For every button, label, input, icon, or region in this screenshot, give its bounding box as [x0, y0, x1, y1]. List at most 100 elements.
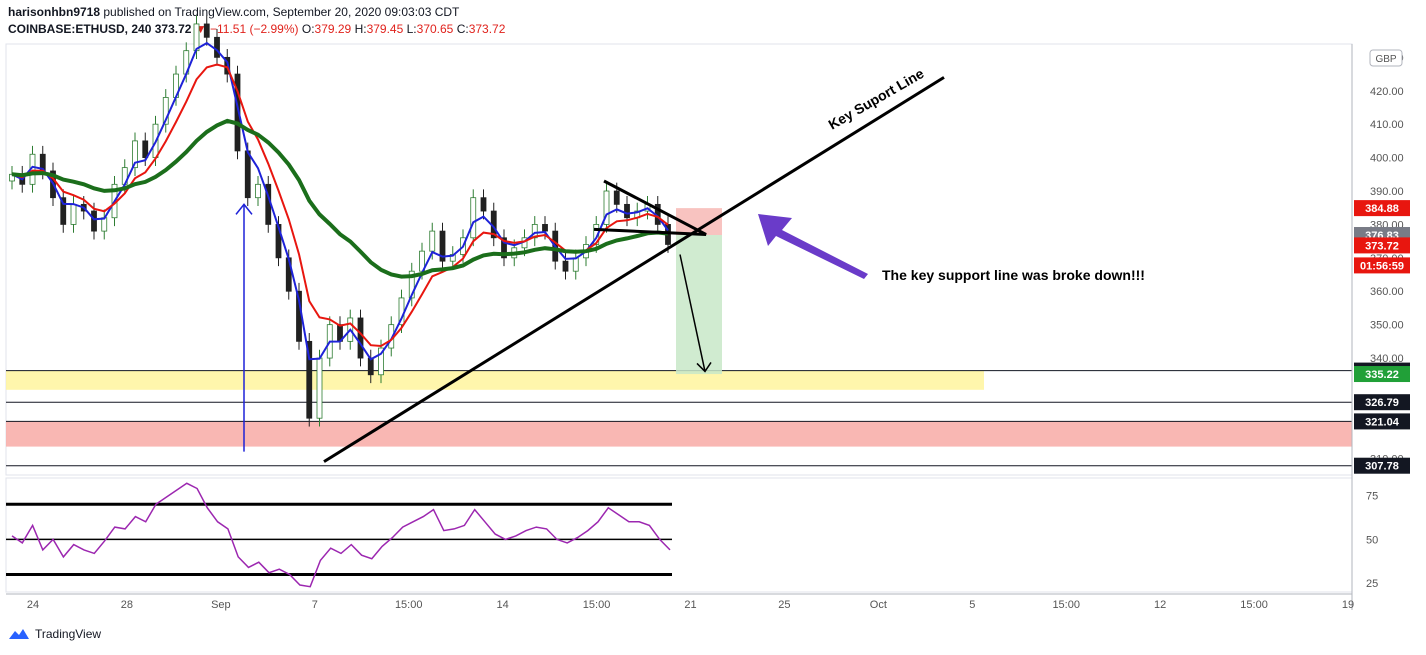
blue-up-arrow-icon: [235, 203, 253, 215]
candle-body: [193, 23, 200, 52]
candle-body: [624, 203, 630, 219]
candle-body: [316, 357, 323, 419]
candle-body: [439, 230, 446, 262]
candle-body: [306, 340, 313, 419]
y-tick-label: 390.00: [1370, 186, 1404, 198]
candle-body: [408, 270, 415, 299]
price-tag-label: 307.78: [1365, 461, 1399, 473]
y-tick-label: 420.00: [1370, 86, 1404, 98]
publish-info: harisonhbn9718 published on TradingView.…: [8, 5, 459, 19]
price-tag: [1354, 257, 1410, 274]
tradingview-logo-icon: [9, 629, 29, 639]
ema-mid-line: [11, 63, 669, 348]
y-tick-label: 360.00: [1370, 286, 1404, 298]
x-tick-label: Oct: [870, 599, 887, 611]
candle-body: [562, 260, 569, 272]
candle-body: [357, 317, 364, 359]
price-tag: [1354, 366, 1410, 383]
x-tick-label: 14: [497, 599, 509, 611]
x-tick-label: 21: [684, 599, 696, 611]
tradingview-brand: TradingView: [35, 627, 102, 641]
candle-body: [603, 190, 610, 225]
x-tick-label: Sep: [211, 599, 231, 611]
rsi-line: [11, 482, 671, 588]
price-change: −11.51 (−2.99%): [210, 22, 299, 36]
candle-body: [132, 140, 138, 169]
close-value: 373.72: [468, 22, 506, 36]
change-arrow-icon: ▼: [194, 22, 207, 36]
price-tag-label: 01:56:59: [1360, 260, 1404, 272]
candle-body: [142, 140, 149, 158]
rsi-tick-label: 75: [1366, 491, 1378, 503]
x-tick-label: 15:00: [583, 599, 611, 611]
candle-body: [501, 237, 507, 259]
candle-body: [162, 97, 169, 125]
y-tick-label: 400.00: [1370, 153, 1404, 165]
y-tick-label: 340.00: [1370, 353, 1404, 365]
x-tick-label: 15:00: [1052, 599, 1080, 611]
x-tick-label: 5: [969, 599, 975, 611]
take-profit-box: [676, 235, 722, 375]
candle-body: [470, 197, 477, 239]
candle-body: [378, 347, 384, 376]
x-tick-label: 25: [778, 599, 790, 611]
candle-body: [70, 203, 77, 225]
x-tick-label: 7: [312, 599, 318, 611]
price-tag-label: 384.88: [1365, 203, 1399, 215]
price-tag-label: 326.79: [1365, 397, 1399, 409]
down-arrow-icon: [696, 362, 712, 373]
price-tag: [1354, 237, 1410, 254]
candle-body: [429, 230, 436, 252]
ema-slow-line: [11, 118, 669, 279]
down-arrow-shaft: [679, 254, 706, 372]
red-demand-zone: [6, 421, 1352, 447]
candle-body: [572, 257, 579, 272]
y-tick-label: 410.00: [1370, 119, 1404, 131]
candle-body: [101, 217, 108, 232]
purple-pointer-arrow-icon: [758, 214, 868, 279]
publisher-name[interactable]: harisonhbn9718: [8, 5, 101, 19]
price-tag-label: 373.72: [1365, 240, 1399, 252]
published-text: published on TradingView.com, September …: [103, 5, 460, 19]
candle-body: [203, 23, 210, 38]
rsi-tick-label: 50: [1366, 534, 1378, 546]
symbol-info: COINBASE:ETHUSD, 240 373.72 ▼ −11.51 (−2…: [8, 22, 506, 36]
open-value: 379.29: [314, 22, 352, 36]
currency-badge-label: GBP: [1375, 54, 1396, 65]
x-tick-label: 24: [27, 599, 39, 611]
candle-body: [367, 357, 374, 376]
price-tag-label: 335.22: [1365, 369, 1399, 381]
price-tag: [1354, 413, 1410, 430]
candle-body: [480, 197, 487, 212]
breakdown-note: The key support line was broke down!!!: [882, 267, 1145, 283]
candle-body: [60, 197, 67, 225]
candle-body: [234, 73, 241, 152]
triangle-pattern-lines: [593, 179, 707, 236]
candle-body: [542, 224, 548, 232]
price-tag: [1354, 200, 1410, 217]
candle-body: [244, 150, 251, 199]
tradingview-footer[interactable]: TradingView: [8, 627, 101, 641]
x-tick-label: 15:00: [395, 599, 423, 611]
currency-badge[interactable]: [1369, 49, 1403, 67]
low-value: 370.65: [416, 22, 454, 36]
key-support-line: [323, 76, 945, 463]
candle-body: [613, 190, 620, 205]
candle-body: [214, 36, 220, 58]
x-tick-label: 12: [1154, 599, 1166, 611]
last-price: 373.72: [154, 22, 192, 36]
candle-body: [531, 224, 538, 239]
candle-body: [255, 183, 261, 199]
y-tick-label: 350.00: [1370, 320, 1404, 332]
price-tag: [1354, 457, 1410, 474]
x-tick-label: 15:00: [1240, 599, 1268, 611]
x-tick-label: 19: [1342, 599, 1354, 611]
symbol-name: COINBASE:ETHUSD, 240: [8, 22, 152, 36]
high-value: 379.45: [366, 22, 404, 36]
rsi-tick-label: 25: [1366, 578, 1378, 590]
x-tick-label: 28: [121, 599, 133, 611]
candle-body: [91, 210, 97, 232]
yellow-support-zone: [6, 370, 984, 390]
price-tag: [1354, 394, 1410, 411]
